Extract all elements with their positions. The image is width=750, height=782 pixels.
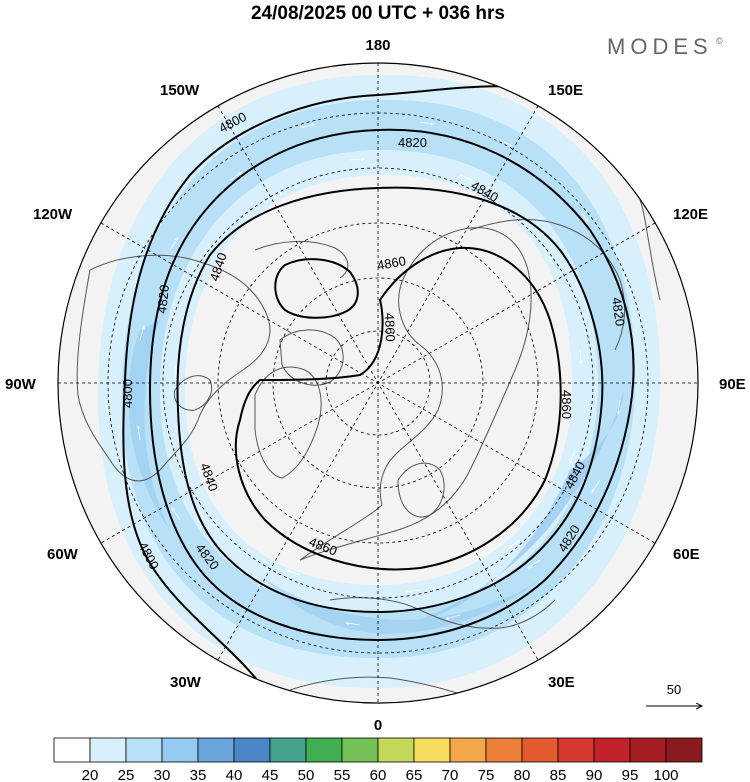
coastline-hudson-bay bbox=[173, 375, 213, 411]
lon-label-90e: 90E bbox=[719, 376, 746, 393]
colorbar-swatch bbox=[161, 737, 199, 763]
map-title: 24/08/2025 00 UTC + 036 hrs bbox=[251, 3, 505, 24]
colorbar-label: 30 bbox=[154, 767, 171, 782]
colorbar-swatch bbox=[665, 737, 703, 763]
colorbar-label: 80 bbox=[514, 767, 531, 782]
contour-label: 4860 bbox=[382, 313, 398, 342]
lon-label-0: 0 bbox=[374, 717, 382, 734]
contour-label: 4820 bbox=[398, 135, 427, 150]
colorbar-swatch bbox=[341, 737, 379, 763]
colorbar-label: 85 bbox=[550, 767, 567, 782]
contour-label: 4860 bbox=[559, 390, 574, 419]
coastline-north-america bbox=[76, 254, 271, 482]
lon-label-180: 180 bbox=[365, 37, 390, 54]
colorbar-swatch bbox=[449, 737, 487, 763]
brand-logo: MODES bbox=[607, 34, 713, 59]
wind-vectors bbox=[138, 121, 621, 626]
coastline-eurasia bbox=[299, 227, 532, 561]
longitude-labels: 180 0 90W 90E 150W 150E 120W 120E 60W 60… bbox=[5, 37, 746, 734]
colorbar-swatch bbox=[89, 737, 127, 763]
coastlines bbox=[76, 139, 661, 701]
colorbar-label: 35 bbox=[190, 767, 207, 782]
colorbar-label: 65 bbox=[406, 767, 423, 782]
map-disk: 4800 4820 4840 4860 4860 4840 4820 4800 … bbox=[57, 62, 699, 704]
colorbar-swatch bbox=[269, 737, 307, 763]
colorbar-swatch bbox=[629, 737, 667, 763]
colorbar-swatch bbox=[125, 737, 163, 763]
coastline-scandinavia bbox=[397, 462, 445, 518]
colorbar-swatch bbox=[233, 737, 271, 763]
colorbar-swatch bbox=[557, 737, 595, 763]
lon-label-150w: 150W bbox=[160, 82, 200, 99]
lon-label-120w: 120W bbox=[33, 206, 73, 223]
coastline-greenland bbox=[254, 366, 322, 479]
colorbar-swatch bbox=[593, 737, 631, 763]
colorbar-label: 25 bbox=[118, 767, 135, 782]
colorbar-swatch bbox=[521, 737, 559, 763]
jet-band-strong-west bbox=[128, 320, 170, 530]
colorbar-swatch bbox=[197, 737, 235, 763]
contour-4860-outer bbox=[234, 246, 562, 571]
colorbar-label: 50 bbox=[298, 767, 315, 782]
contour-4860-closed bbox=[274, 258, 359, 319]
colorbar-label: 100 bbox=[653, 767, 678, 782]
colorbar: 20 25 30 35 40 45 50 55 60 65 70 75 80 85 90 95 100 bbox=[53, 737, 703, 782]
contour-4840 bbox=[176, 186, 604, 614]
lon-label-120e: 120E bbox=[673, 206, 708, 223]
colorbar-label: 95 bbox=[622, 767, 639, 782]
contour-label: 4820 bbox=[609, 296, 628, 327]
colorbar-label: 40 bbox=[226, 767, 243, 782]
colorbar-label: 60 bbox=[370, 767, 387, 782]
colorbar-label: 55 bbox=[334, 767, 351, 782]
map-border bbox=[57, 62, 699, 704]
colorbar-swatch bbox=[53, 737, 91, 763]
colorbar-swatch bbox=[413, 737, 451, 763]
contour-label: 4800 bbox=[120, 379, 135, 408]
coastline-europe-south bbox=[329, 597, 556, 629]
colorbar-label: 90 bbox=[586, 767, 603, 782]
contour-label: 4820 bbox=[154, 284, 172, 314]
brand-mark: © bbox=[716, 36, 723, 46]
colorbar-swatch bbox=[305, 737, 343, 763]
reference-vector-label: 50 bbox=[667, 682, 681, 697]
graticule bbox=[58, 63, 698, 703]
colorbar-swatch bbox=[485, 737, 523, 763]
contour-label: 4860 bbox=[376, 253, 407, 273]
lon-label-60w: 60W bbox=[47, 546, 79, 563]
lon-label-30e: 30E bbox=[548, 674, 575, 691]
colorbar-label: 75 bbox=[478, 767, 495, 782]
lon-label-60e: 60E bbox=[673, 546, 700, 563]
colorbar-swatch bbox=[377, 737, 415, 763]
reference-vector: 50 bbox=[646, 682, 702, 706]
lon-label-150e: 150E bbox=[548, 82, 583, 99]
lon-label-90w: 90W bbox=[5, 376, 37, 393]
coastline-siberia bbox=[469, 219, 625, 351]
jet-band-strong-south bbox=[260, 575, 540, 634]
contour-4820 bbox=[148, 128, 635, 642]
colorbar-label: 20 bbox=[82, 767, 99, 782]
lon-label-30w: 30W bbox=[170, 674, 202, 691]
colorbar-label: 70 bbox=[442, 767, 459, 782]
colorbar-label: 45 bbox=[262, 767, 279, 782]
coastline-africa-north bbox=[289, 676, 479, 701]
